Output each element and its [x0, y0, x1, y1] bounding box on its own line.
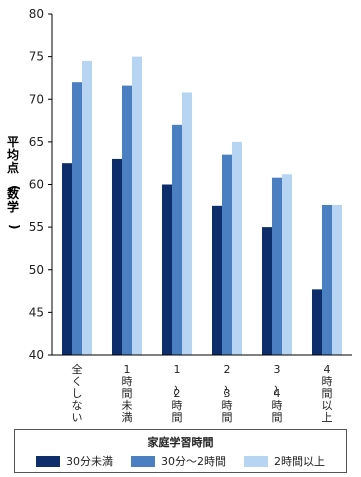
y-tick-label: 80 — [29, 7, 44, 21]
legend-items: 30分未満 30分〜2時間 2時間以上 — [15, 453, 346, 469]
bar-1 — [112, 158, 122, 355]
bar-1 — [62, 163, 72, 355]
x-tick-label: 1 時間未満 — [122, 363, 133, 424]
legend-label: 30分〜2時間 — [161, 455, 226, 468]
y-axis-label: 平均点(数学) — [7, 135, 21, 229]
bar-2 — [222, 154, 232, 355]
legend-swatch — [244, 455, 268, 467]
x-tick-label: 4 時間以上 — [322, 363, 333, 424]
x-tick-label: 3 〜4 時間 — [269, 363, 283, 424]
bar-3 — [232, 141, 242, 355]
x-tick-label: 1 〜2 時間 — [169, 363, 183, 424]
bar-1 — [162, 184, 172, 355]
bar-2 — [172, 124, 182, 355]
bar-2 — [122, 85, 132, 356]
legend: 家庭学習時間 30分未満 30分〜2時間 2時間以上 — [14, 429, 347, 473]
legend-swatch — [36, 455, 60, 467]
y-tick-label: 60 — [29, 178, 44, 192]
legend-item-series-2: 30分〜2時間 — [131, 453, 226, 469]
y-tick-label: 40 — [29, 348, 44, 362]
y-ticks-group: 40 45 50 55 60 65 70 75 80 — [29, 7, 52, 362]
legend-item-series-3: 2時間以上 — [244, 453, 325, 469]
bar-1 — [212, 205, 222, 355]
y-tick-label: 65 — [29, 135, 44, 149]
y-tick-label: 55 — [29, 220, 44, 234]
bar-1 — [312, 289, 322, 355]
bar-3 — [282, 174, 292, 355]
bar-1 — [262, 227, 272, 355]
bar-2 — [72, 82, 82, 355]
x-labels-group: 全くしない 1 時間未満 1 〜2 時間 2 〜3 時間 3 〜4 時間 4 時間以上 — [72, 362, 333, 424]
y-tick-label: 45 — [29, 305, 44, 319]
x-tick-label: 全くしない — [72, 362, 83, 424]
bar-3 — [132, 56, 142, 355]
bar-3 — [332, 204, 342, 355]
y-tick-label: 70 — [29, 92, 44, 106]
bar-2 — [322, 204, 332, 355]
y-tick-label: 50 — [29, 263, 44, 277]
legend-item-series-1: 30分未満 — [36, 453, 113, 469]
legend-label: 30分未満 — [66, 455, 113, 468]
legend-label: 2時間以上 — [274, 455, 325, 468]
y-tick-label: 75 — [29, 50, 44, 64]
legend-title: 家庭学習時間 — [147, 436, 214, 449]
bar-3 — [182, 92, 192, 356]
legend-swatch — [131, 455, 155, 467]
bar-2 — [272, 177, 282, 355]
bar-3 — [82, 60, 92, 355]
chart-area: 40 45 50 55 60 65 70 75 80 全くしない 1 時間未満 1 〜2 時間 2 〜3 時間 3… — [7, 7, 352, 424]
bars-group — [62, 56, 342, 356]
x-tick-label: 2 〜3 時間 — [219, 363, 233, 424]
